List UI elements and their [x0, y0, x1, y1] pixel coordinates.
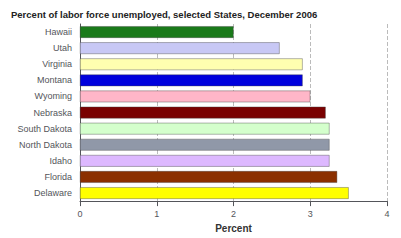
svg-text:Montana: Montana: [37, 75, 72, 85]
svg-text:Percent of labor force unemplo: Percent of labor force unemployed, selec…: [11, 9, 317, 20]
svg-text:Wyoming: Wyoming: [35, 91, 72, 101]
svg-text:Nebraska: Nebraska: [33, 108, 72, 118]
svg-text:Hawaii: Hawaii: [45, 27, 72, 37]
svg-text:Idaho: Idaho: [49, 156, 72, 166]
svg-text:2: 2: [231, 209, 236, 219]
svg-text:Delaware: Delaware: [34, 188, 72, 198]
svg-text:1: 1: [154, 209, 159, 219]
svg-text:South Dakota: South Dakota: [17, 124, 72, 134]
svg-text:Virginia: Virginia: [42, 59, 72, 69]
svg-text:4: 4: [384, 209, 389, 219]
svg-text:North Dakota: North Dakota: [19, 140, 72, 150]
svg-text:Percent: Percent: [215, 223, 252, 234]
svg-text:3: 3: [308, 209, 313, 219]
svg-text:Florida: Florida: [44, 172, 72, 182]
svg-text:Utah: Utah: [53, 43, 72, 53]
svg-text:0: 0: [77, 209, 82, 219]
